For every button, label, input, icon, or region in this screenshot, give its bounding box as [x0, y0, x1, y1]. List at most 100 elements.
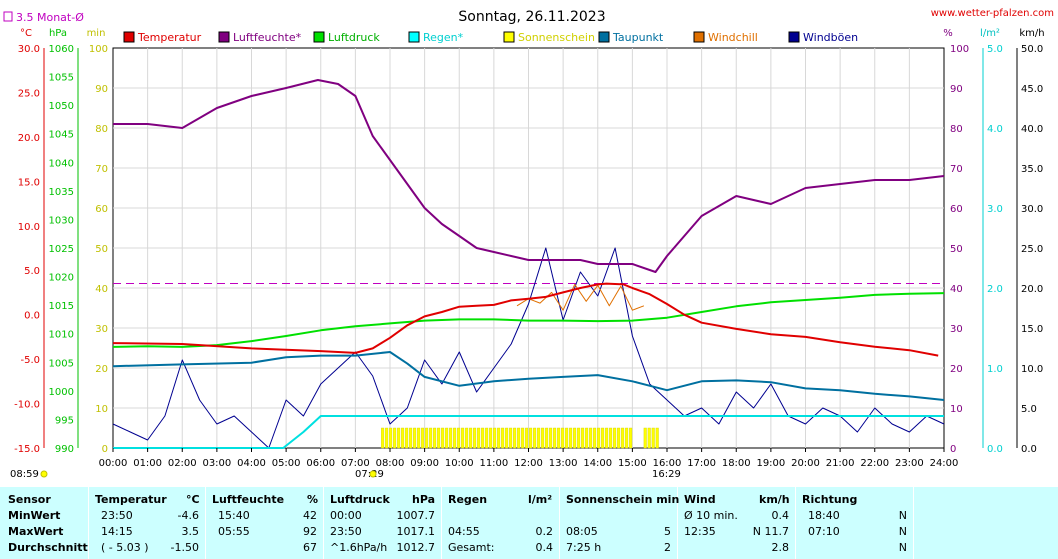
sunshine-bar: [497, 427, 501, 449]
sunshine-bar: [409, 427, 413, 449]
sunshine-bar: [643, 427, 647, 449]
sunshine-bar: [473, 427, 477, 449]
minutes-tick-label: 0: [102, 444, 108, 455]
table-cell-d_val: N: [898, 541, 907, 554]
column-separator: [88, 487, 89, 559]
time-mark-icon: [40, 470, 48, 478]
humidity-line: [113, 79, 945, 273]
sunshine-bar: [585, 427, 589, 449]
legend-pressure: Luftdruck: [328, 31, 380, 44]
header-rain: Regen: [448, 493, 488, 506]
sunshine-bar: [457, 427, 461, 449]
sunrise-icon: [369, 470, 377, 478]
unit-min: min: [87, 28, 106, 39]
wind-tick-label: 25.0: [1021, 244, 1043, 255]
sunshine-bar: [393, 427, 397, 449]
unit-kmh: km/h: [1019, 28, 1044, 39]
table-cell-t_time: ( - 5.03 ): [101, 541, 149, 554]
pressure-tick-label: 1005: [49, 358, 74, 369]
table-cell-label: MinWert: [8, 509, 61, 522]
legend-swatch-sunshine: [503, 31, 515, 43]
legend-swatch-dewpoint: [598, 31, 610, 43]
pressure-tick-label: 995: [55, 415, 74, 426]
windchill-line: [516, 283, 645, 311]
temp-tick-label: 30.0: [18, 44, 40, 55]
sunshine-bar: [433, 427, 437, 449]
sunshine-bar: [401, 427, 405, 449]
header-wind-unit: km/h: [759, 493, 790, 506]
sunshine-bar: [553, 427, 557, 449]
humidity-tick-label: 90: [950, 84, 963, 95]
humidity-tick-label: 40: [950, 284, 963, 295]
table-cell-h_time: 05:55: [218, 525, 250, 538]
table-cell-p_val: 1017.1: [396, 525, 436, 538]
sunshine-bar: [533, 427, 537, 449]
table-cell-r_time: Gesamt:: [448, 541, 495, 554]
sunshine-bar: [517, 427, 521, 449]
sunshine-bar: [469, 427, 473, 449]
sunshine-bar: [573, 427, 577, 449]
x-tick-label: 17:00: [687, 458, 716, 469]
table-cell-t_time: 23:50: [101, 509, 133, 522]
sunshine-bar: [537, 427, 541, 449]
site-url[interactable]: www.wetter-pfalzen.com: [931, 8, 1054, 19]
temp-tick-label: 5.0: [24, 266, 40, 277]
sunshine-bar: [509, 427, 513, 449]
sunrise-label: 07:29: [355, 469, 384, 480]
column-separator: [205, 487, 206, 559]
sunshine-bar: [569, 427, 573, 449]
column-separator: [795, 487, 796, 559]
table-cell-h_val: 67: [303, 541, 317, 554]
sunshine-bar: [413, 427, 417, 449]
dewpoint-line: [112, 351, 945, 401]
header-sensor: Sensor: [8, 493, 51, 506]
table-cell-r_val: 0.2: [535, 525, 554, 538]
unit-lm2: l/m²: [980, 28, 1000, 39]
sunshine-bar: [617, 427, 621, 449]
sunshine-bar: [613, 427, 617, 449]
sunshine-bar: [625, 427, 629, 449]
table-cell-h_val: 92: [303, 525, 317, 538]
rain-tick-label: 0.0: [987, 444, 1003, 455]
unit-celsius: °C: [20, 28, 32, 39]
pressure-tick-label: 1055: [49, 73, 74, 84]
table-cell-d_time: 07:10: [808, 525, 840, 538]
sunshine-bar: [597, 427, 601, 449]
x-tick-label: 16:00: [653, 458, 682, 469]
x-tick-label: 18:00: [722, 458, 751, 469]
rain-tick-label: 5.0: [987, 44, 1003, 55]
x-tick-label: 12:00: [514, 458, 543, 469]
table-cell-t_time: 14:15: [101, 525, 133, 538]
sunshine-bar: [621, 427, 625, 449]
sunshine-bar: [453, 427, 457, 449]
temp-tick-label: 15.0: [18, 177, 40, 188]
monat-legend-label: 3.5 Monat-Ø: [16, 11, 84, 24]
temp-tick-label: -15.0: [14, 444, 40, 455]
sunshine-bar: [629, 427, 633, 449]
temp-tick-label: -10.0: [14, 400, 40, 411]
wind-tick-label: 45.0: [1021, 84, 1043, 95]
temp-tick-label: 0.0: [24, 311, 40, 322]
unit-percent: %: [943, 28, 953, 39]
sunshine-bar: [441, 427, 445, 449]
x-tick-label: 04:00: [237, 458, 266, 469]
humidity-tick-label: 100: [950, 44, 969, 55]
humidity-tick-label: 70: [950, 164, 963, 175]
sunshine-bar: [461, 427, 465, 449]
time-mark-label: 08:59: [10, 469, 39, 480]
sunshine-bar: [545, 427, 549, 449]
table-cell-label: MaxWert: [8, 525, 64, 538]
temp-tick-label: -5.0: [20, 355, 40, 366]
wind-tick-label: 50.0: [1021, 44, 1043, 55]
table-cell-t_val: -1.50: [170, 541, 199, 554]
table-cell-d_val: N: [898, 509, 907, 522]
wind-tick-label: 5.0: [1021, 404, 1037, 415]
pressure-tick-label: 1030: [49, 215, 74, 226]
sunshine-bar: [485, 427, 489, 449]
column-separator: [559, 487, 560, 559]
minutes-tick-label: 100: [89, 44, 108, 55]
sunshine-bar: [489, 427, 493, 449]
temp-tick-label: 10.0: [18, 222, 40, 233]
table-cell-p_time: ^1.6hPa/h: [330, 541, 388, 554]
legend-humidity: Luftfeuchte*: [233, 31, 302, 44]
